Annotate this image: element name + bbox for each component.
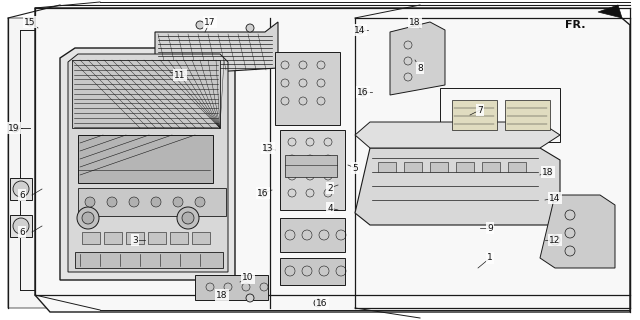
Text: 13: 13 [262,143,274,153]
Text: 3: 3 [132,236,138,244]
Circle shape [182,212,194,224]
Bar [10,215,32,237]
Circle shape [550,235,560,245]
Bar [508,162,526,172]
Polygon shape [72,60,220,128]
Circle shape [195,197,205,207]
Bar [75,252,223,268]
Circle shape [259,189,267,197]
Bar [104,232,122,244]
Circle shape [246,294,254,302]
Circle shape [82,212,94,224]
Polygon shape [275,52,340,125]
Text: 9: 9 [487,223,493,233]
Circle shape [264,144,272,152]
Bar [404,162,422,172]
Text: 16: 16 [357,87,369,97]
Circle shape [411,18,419,26]
Text: 15: 15 [24,18,36,27]
Circle shape [13,181,29,197]
Text: 16: 16 [316,299,328,308]
Bar [78,188,226,216]
Polygon shape [355,148,560,225]
Bar [78,135,213,183]
Polygon shape [355,122,560,148]
Circle shape [196,21,204,29]
Polygon shape [280,130,345,210]
Text: FR.: FR. [566,20,586,30]
Text: 4: 4 [327,204,333,212]
Circle shape [314,299,322,307]
Text: 1: 1 [487,253,493,262]
Polygon shape [155,22,278,75]
Text: 7: 7 [477,106,483,115]
Bar [430,162,448,172]
Text: 16: 16 [257,188,269,197]
Circle shape [356,26,364,34]
Circle shape [177,207,199,229]
Circle shape [151,197,161,207]
Polygon shape [598,5,622,18]
Text: 14: 14 [355,26,365,35]
Circle shape [26,18,34,26]
Text: 5: 5 [352,164,358,172]
Circle shape [107,197,117,207]
Text: 18: 18 [216,291,228,300]
Polygon shape [60,48,235,280]
Bar [170,232,188,244]
Text: 11: 11 [174,70,186,79]
Circle shape [129,197,139,207]
Text: 17: 17 [204,18,216,27]
Text: 2: 2 [327,183,333,193]
Bar [148,232,166,244]
Circle shape [13,218,29,234]
Bar [378,162,396,172]
Polygon shape [280,218,345,252]
Polygon shape [35,8,630,312]
Text: 8: 8 [417,63,423,73]
Text: 6: 6 [19,228,25,236]
Polygon shape [8,18,630,308]
Text: 10: 10 [243,274,253,283]
Polygon shape [390,22,445,95]
Circle shape [173,197,183,207]
Circle shape [11,124,19,132]
Polygon shape [195,275,268,300]
Polygon shape [540,195,615,268]
Bar [505,100,550,130]
Bar [192,232,210,244]
Circle shape [246,24,254,32]
Text: 19: 19 [8,124,20,132]
Circle shape [544,168,552,176]
Text: 14: 14 [549,194,561,203]
Bar [456,162,474,172]
Bar [452,100,497,130]
Polygon shape [280,258,345,285]
Text: 18: 18 [409,18,420,27]
Text: 12: 12 [549,236,561,244]
Bar [82,232,100,244]
Polygon shape [68,54,228,272]
Circle shape [85,197,95,207]
Bar [126,232,144,244]
Text: 6: 6 [19,190,25,199]
Bar [10,178,32,200]
Text: 18: 18 [542,167,554,177]
Bar [285,155,337,177]
Bar [482,162,500,172]
Circle shape [359,88,367,96]
Circle shape [551,194,559,202]
Circle shape [77,207,99,229]
